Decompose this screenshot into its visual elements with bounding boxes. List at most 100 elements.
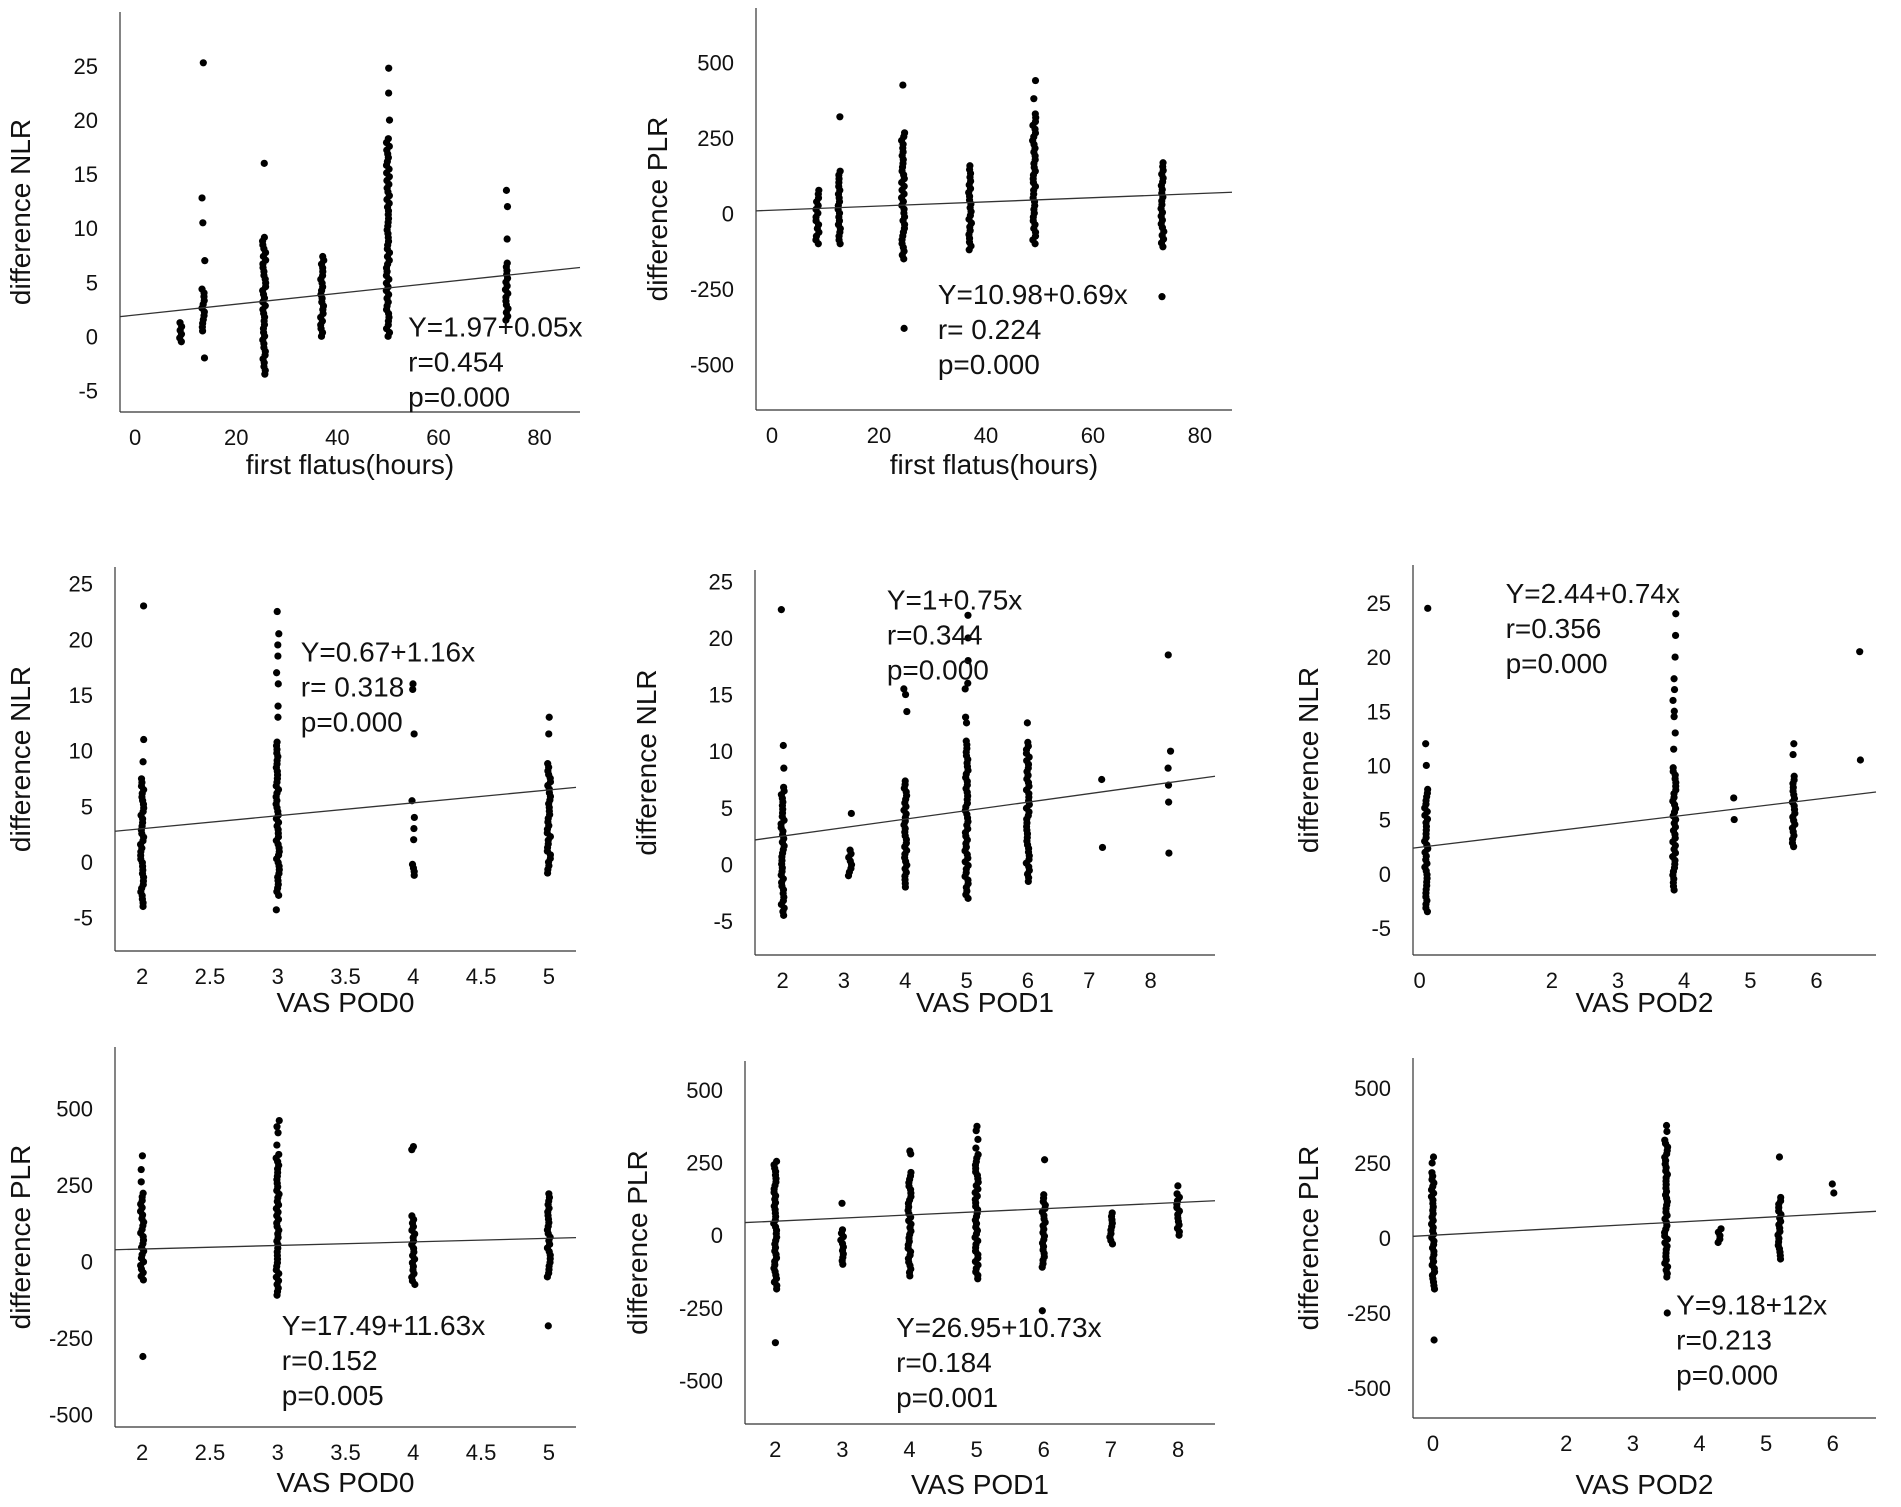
data-point — [1856, 648, 1864, 656]
p-value: p=0.000 — [408, 381, 510, 412]
data-point — [502, 186, 511, 194]
data-point — [974, 1135, 982, 1144]
correlation-r: r=0.454 — [408, 346, 504, 377]
data-point — [544, 1322, 552, 1330]
data-point — [410, 813, 418, 822]
y-tick-label: 5 — [721, 796, 733, 821]
data-point — [1038, 1307, 1046, 1315]
data-point — [274, 641, 282, 649]
data-point — [772, 1157, 781, 1165]
x-tick-label: 6 — [1022, 968, 1034, 993]
data-point — [1669, 696, 1677, 705]
data-point — [385, 89, 393, 97]
x-tick-label: 4 — [1678, 968, 1690, 993]
data-point — [260, 159, 268, 167]
x-tick-label: 0 — [1427, 1431, 1439, 1456]
data-point — [1661, 1136, 1669, 1144]
y-tick-label: 20 — [69, 627, 93, 652]
y-axis-title: difference PLR — [1293, 1146, 1324, 1331]
data-point — [1174, 1182, 1182, 1190]
data-point — [1789, 750, 1797, 759]
y-tick-label: 0 — [81, 850, 93, 875]
data-point — [780, 764, 788, 772]
x-axis-title: VAS POD2 — [1576, 987, 1714, 1018]
data-point — [966, 162, 974, 170]
data-point — [1730, 815, 1738, 824]
x-tick-label: 6 — [1038, 1437, 1050, 1462]
data-point — [961, 713, 970, 721]
data-point — [1023, 719, 1031, 727]
y-tick-label: 250 — [686, 1151, 723, 1176]
y-tick-label: 0 — [81, 1250, 93, 1275]
data-point — [275, 1116, 283, 1125]
chart-panel-p1: 0 20 40 60 80 25 20 15 10 5 0 -5 first flatus(hours)… — [5, 12, 583, 480]
regression-line — [1412, 791, 1877, 849]
data-point — [139, 1189, 147, 1197]
x-tick-label: 4.5 — [466, 964, 497, 989]
x-tick-label: 3 — [272, 964, 284, 989]
x-tick-label: 5 — [971, 1437, 983, 1462]
correlation-r: r=0.356 — [1506, 613, 1602, 644]
regression-line — [744, 1200, 1216, 1224]
data-point — [410, 824, 418, 833]
data-point — [545, 713, 553, 721]
y-tick-label: -5 — [78, 378, 98, 403]
data-point — [1775, 1153, 1784, 1161]
data-point — [408, 1212, 416, 1220]
regression-equation: Y=10.98+0.69x — [938, 279, 1128, 310]
data-point — [771, 1339, 779, 1347]
y-tick-label: 500 — [1354, 1076, 1391, 1101]
x-tick-label: 80 — [527, 425, 551, 450]
x-tick-label: 5 — [1744, 968, 1756, 993]
y-tick-label: 0 — [86, 324, 98, 349]
data-point — [836, 113, 844, 121]
data-point — [272, 906, 280, 914]
y-tick-label: -250 — [679, 1296, 723, 1321]
data-point — [545, 1190, 553, 1198]
x-tick-label: 5 — [960, 968, 972, 993]
y-tick-label: 15 — [709, 683, 733, 708]
x-tick-label: 7 — [1083, 968, 1095, 993]
data-point — [1430, 1336, 1438, 1344]
data-point — [901, 690, 910, 699]
y-tick-label: 10 — [709, 739, 733, 764]
data-point — [137, 1178, 145, 1186]
x-tick-label: 5 — [1760, 1431, 1772, 1456]
data-point — [139, 602, 148, 610]
y-tick-label: -250 — [1347, 1301, 1391, 1326]
x-tick-label: 0 — [1413, 968, 1425, 993]
y-tick-label: -250 — [49, 1326, 93, 1351]
x-tick-label: 6 — [1827, 1431, 1839, 1456]
data-point — [139, 1352, 147, 1361]
x-tick-label: 4 — [899, 968, 911, 993]
y-axis-title: difference PLR — [5, 1145, 36, 1330]
data-point — [1041, 1156, 1049, 1164]
chart-panel-p7: 2 3 4 5 6 7 8 500 250 0 -250 -500 VAS POD1 difference… — [622, 1061, 1216, 1500]
data-point — [900, 685, 908, 693]
data-point — [1717, 1225, 1725, 1233]
data-point — [974, 1151, 982, 1159]
p-value: p=0.000 — [1506, 648, 1608, 679]
data-point — [903, 707, 911, 716]
data-point — [1024, 738, 1032, 747]
data-point — [1424, 785, 1432, 794]
data-point — [275, 1150, 283, 1159]
data-point — [274, 680, 282, 688]
data-point — [274, 713, 282, 721]
y-tick-label: 0 — [722, 202, 734, 227]
chart-panel-p4: 2 3 4 5 6 7 8 25 20 15 10 5 0 -5 VAS POD1 difference NL… — [631, 569, 1216, 1018]
x-axis-title: VAS POD2 — [1576, 1469, 1714, 1500]
correlation-r: r=0.184 — [896, 1347, 992, 1378]
data-point — [1663, 1127, 1671, 1136]
data-point — [503, 259, 511, 267]
data-point — [964, 611, 972, 619]
data-point — [273, 1141, 281, 1149]
data-point — [815, 186, 823, 194]
data-point — [1031, 110, 1039, 118]
data-point — [846, 846, 854, 854]
data-point — [1428, 1159, 1436, 1167]
y-tick-label: 25 — [69, 572, 93, 597]
regression-equation: Y=9.18+12x — [1676, 1290, 1827, 1321]
p-value: p=0.000 — [887, 655, 989, 686]
